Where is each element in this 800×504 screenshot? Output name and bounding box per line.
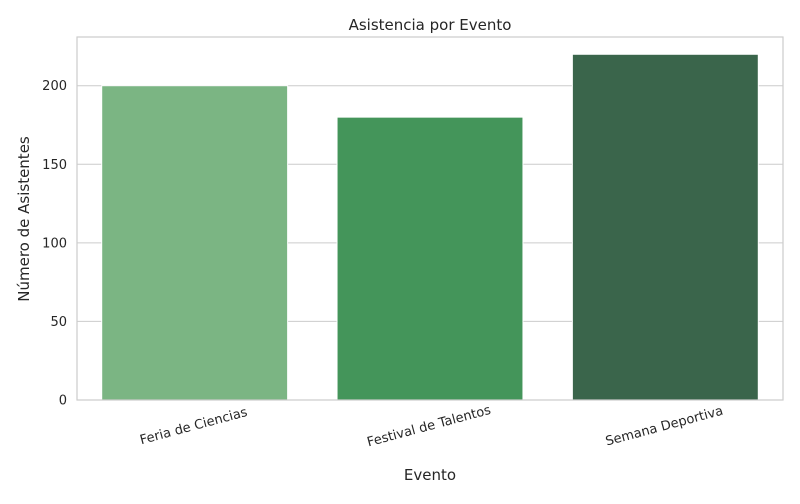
- y-tick-label: 150: [42, 158, 67, 173]
- y-tick-label: 0: [59, 394, 67, 409]
- y-tick-label: 50: [50, 315, 67, 330]
- x-tick-label: Semana Deportiva: [604, 404, 725, 450]
- bar: [101, 85, 289, 401]
- bars: [101, 53, 759, 401]
- x-axis-label: Evento: [404, 466, 456, 484]
- chart-title: Asistencia por Evento: [349, 16, 512, 34]
- bar: [336, 116, 524, 401]
- x-tick-label: Feria de Ciencias: [138, 405, 249, 448]
- bar: [571, 53, 759, 401]
- plot-frame: [76, 36, 784, 401]
- y-tick-label: 100: [42, 236, 67, 251]
- y-ticks: 0 50 100 150 200: [42, 79, 67, 408]
- y-tick-label: 200: [42, 79, 67, 94]
- y-axis-label: Número de Asistentes: [15, 136, 33, 302]
- x-ticks: Feria de Ciencias Festival de Talentos Sem…: [138, 403, 724, 451]
- x-tick-label: Festival de Talentos: [366, 403, 493, 451]
